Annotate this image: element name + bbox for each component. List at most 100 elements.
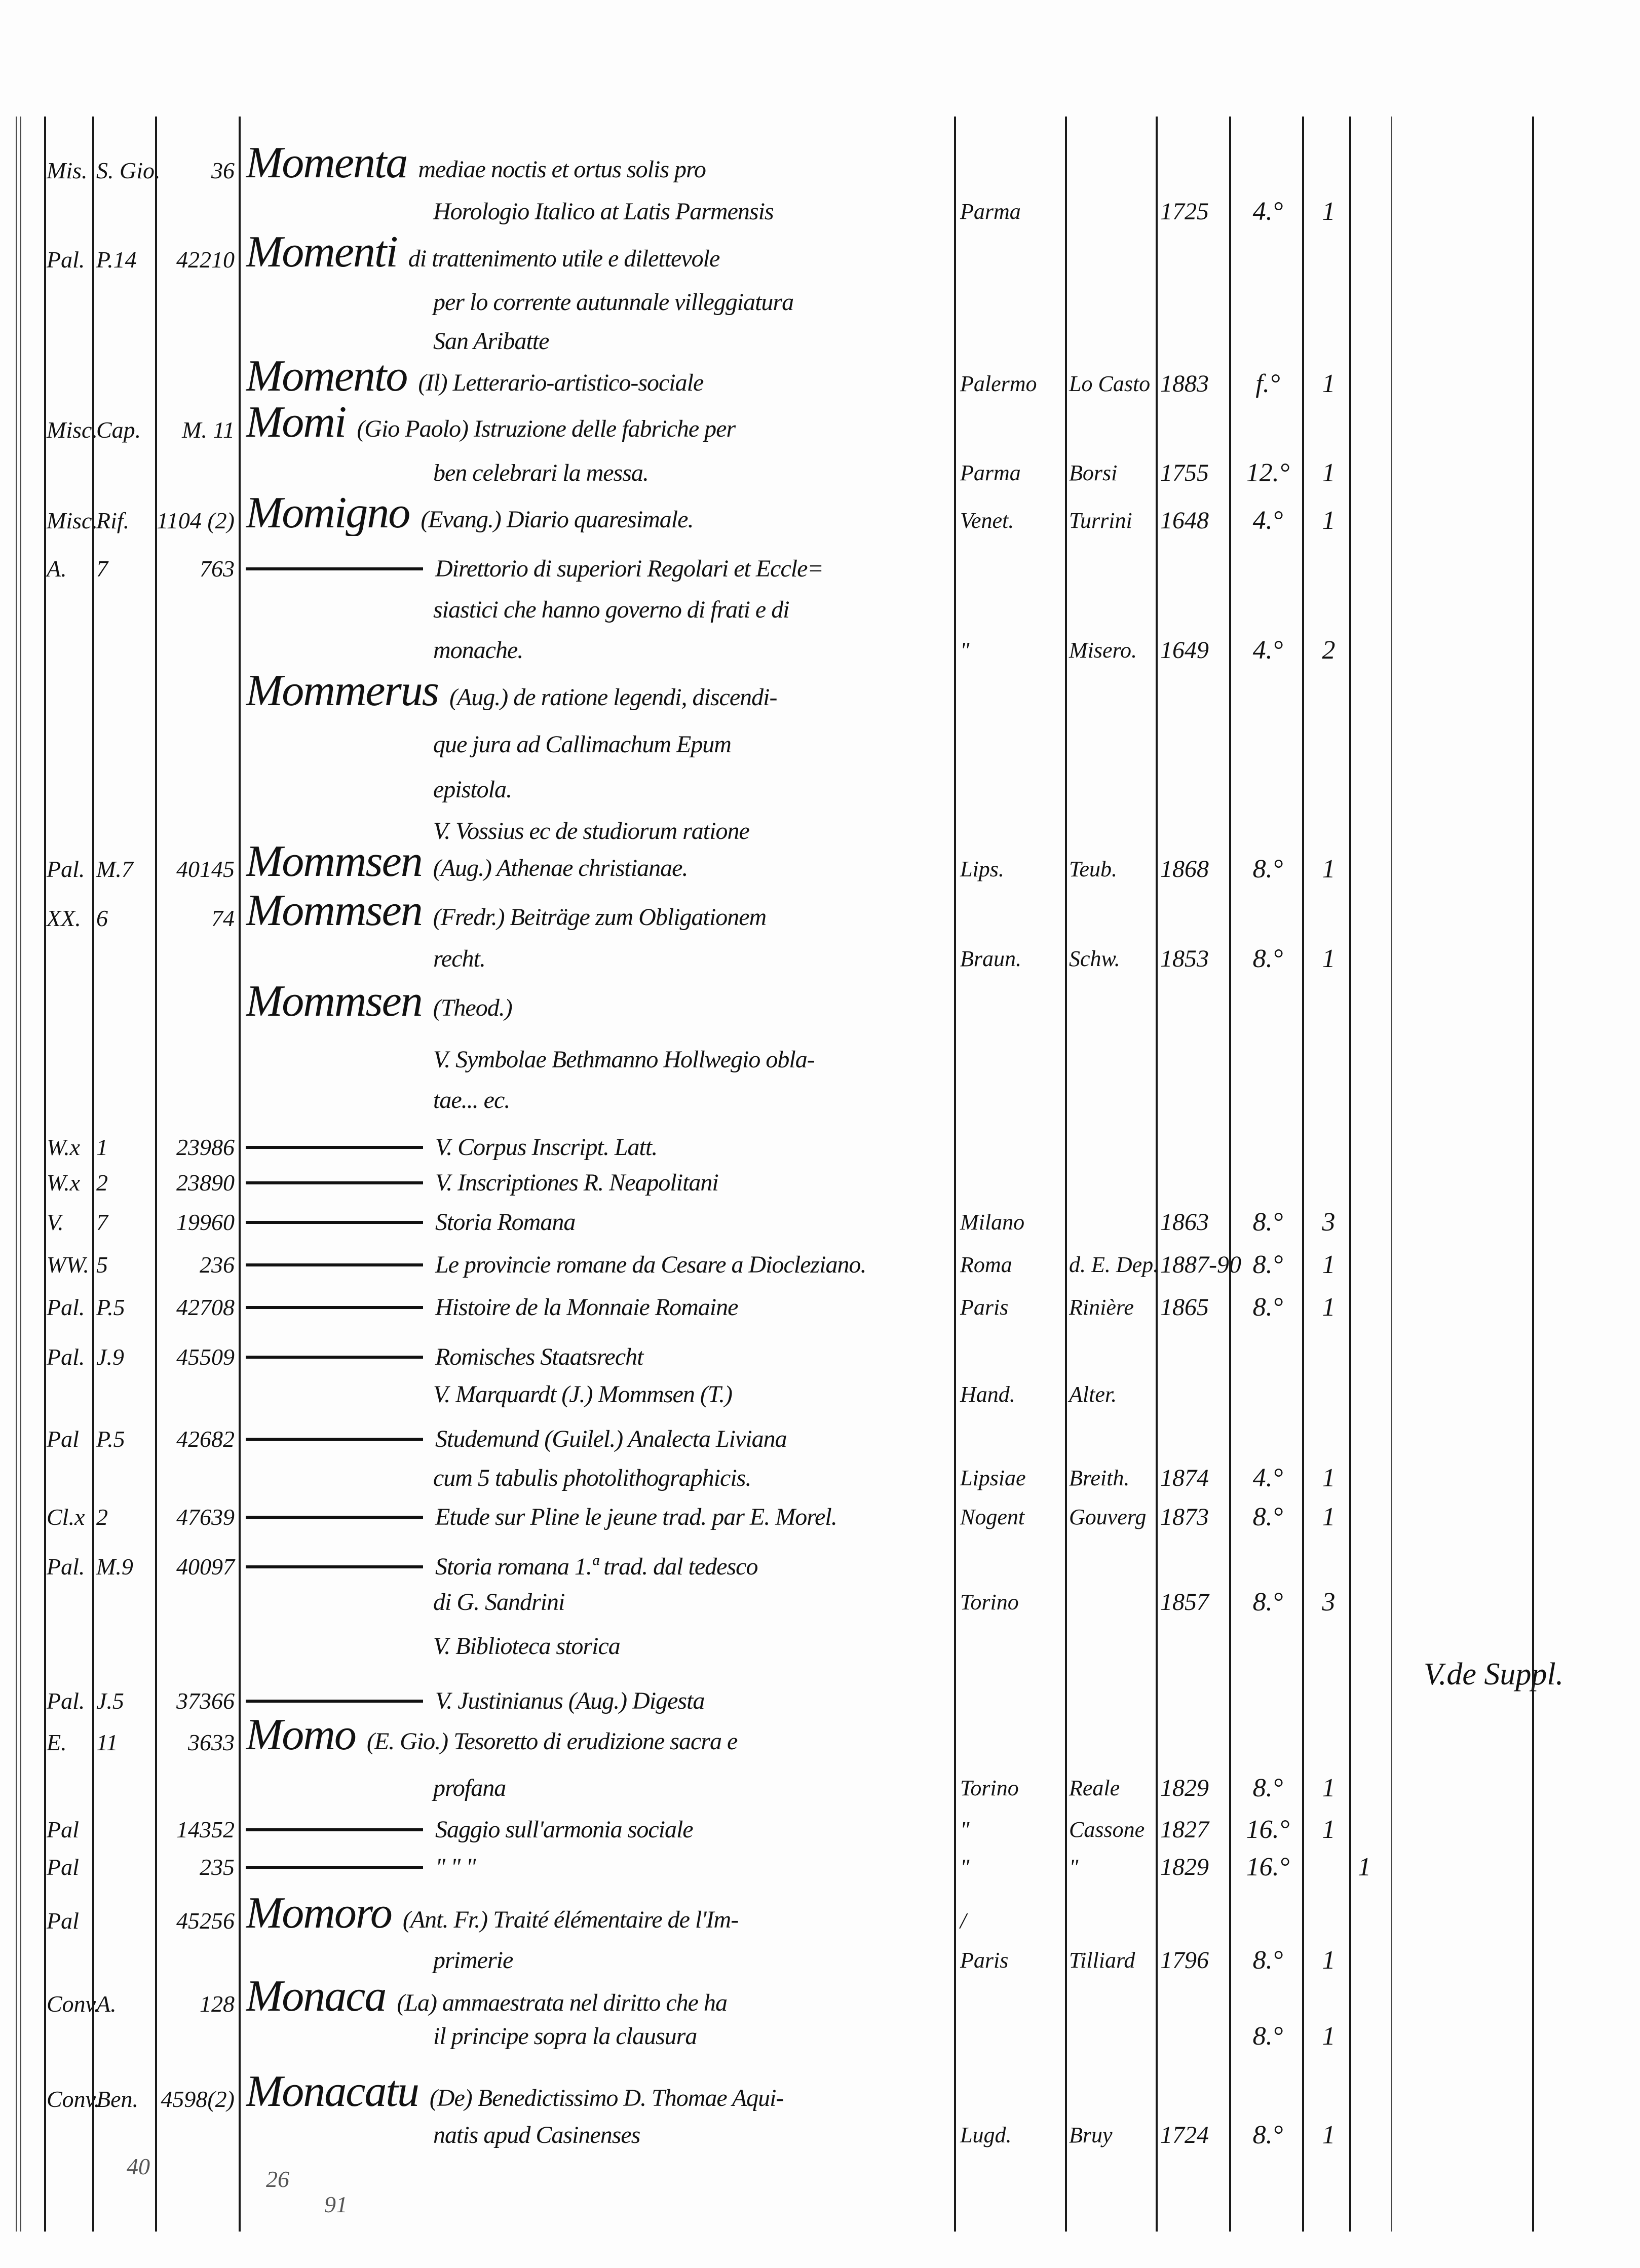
inventory-number: 3633: [188, 1729, 235, 1755]
entry-title: Direttorio di superiori Regolari et Eccl…: [246, 554, 952, 584]
publication-year: 1796: [1160, 1947, 1209, 1974]
shelf-mark: Pal.: [47, 856, 85, 882]
title-text: Saggio sull'armonia sociale: [435, 1816, 694, 1843]
shelf-section: P.5: [96, 1294, 125, 1320]
column-rule: [1065, 117, 1067, 2232]
catalog-line: V. 7 19960 Storia Romana Milano 1863 8.° 3: [0, 1197, 1640, 1238]
book-format: 8.°: [1252, 944, 1283, 973]
place-of-publication: Nogent: [960, 1505, 1025, 1529]
shelf-section: S. Gio.: [96, 158, 161, 183]
shelf-section: 11: [96, 1729, 118, 1755]
column-rule: [1349, 117, 1351, 2232]
title-text: Direttorio di superiori Regolari et Eccl…: [435, 555, 824, 582]
place-of-publication: Lipsiae: [960, 1466, 1026, 1490]
ditto-dash: [246, 1356, 423, 1359]
shelf-mark: V.: [47, 1209, 64, 1235]
catalog-line: que jura ad Callimachum Epum: [0, 719, 1640, 760]
book-format: 8.°: [1252, 1503, 1283, 1531]
place-of-publication: Roma: [960, 1252, 1012, 1277]
place-of-publication: ": [960, 1817, 970, 1842]
publication-year: 1649: [1160, 637, 1209, 664]
catalog-line: Misc. Cap. M. 11 Momi (Gio Paolo) Istruzione…: [0, 400, 1640, 445]
place-of-publication: Paris: [960, 1948, 1009, 1973]
ditto-dash: [246, 1516, 423, 1519]
author-heading: Mommsen: [246, 839, 423, 885]
book-format: 12.°: [1246, 458, 1290, 487]
entry-title: Studemund (Guilel.) Analecta Liviana: [246, 1424, 952, 1454]
shelf-mark: Pal.: [47, 1688, 85, 1714]
entry-title: Mommsen (Aug.) Athenae christianae.: [246, 839, 952, 885]
entry-title: V. Symbolae Bethmanno Hollwegio obla-: [246, 1045, 1140, 1075]
place-of-publication: Paris: [960, 1295, 1009, 1320]
catalog-line: Pal. P.5 42708 Histoire de la Monnaie Romai…: [0, 1282, 1640, 1323]
shelf-section: M.7: [96, 856, 133, 882]
title-text: profana: [433, 1775, 506, 1801]
ditto-dash: [246, 1306, 423, 1309]
footer-count-middle: 26: [266, 2166, 289, 2192]
ditto-dash: [246, 1146, 423, 1149]
author-heading: Momenta: [246, 140, 408, 186]
entry-title: Mommerus (Aug.) de ratione legendi, disce…: [246, 668, 952, 714]
title-text: Horologio Italico at Latis Parmensis: [433, 198, 774, 225]
catalog-line: E. 11 3633 Momo (E. Gio.) Tesoretto di erudi…: [0, 1712, 1640, 1758]
place-of-publication: ": [960, 638, 970, 663]
column-rule: [1302, 117, 1304, 2232]
footer-count-left: 40: [127, 2154, 150, 2179]
catalog-line: Pal 235 " " " " " 1829 16.° 1: [0, 1842, 1640, 1882]
entry-title: Monaca (La) ammaestrata nel diritto che h…: [246, 1974, 952, 2019]
volume-count: 1: [1322, 1946, 1336, 1975]
catalog-line: Pal. P.14 42210 Momenti di trattenimento uti…: [0, 229, 1640, 275]
author-heading: Momoro: [246, 1891, 393, 1936]
shelf-section: 5: [96, 1252, 108, 1278]
place-of-publication: Milano: [960, 1210, 1025, 1235]
author-heading: Momi: [246, 400, 347, 445]
entry-title: per lo corrente autunnale villeggiatura: [246, 287, 1140, 318]
catalog-line: W.x 1 23986 V. Corpus Inscript. Latt.: [0, 1122, 1640, 1163]
publication-year: 1868: [1160, 856, 1209, 882]
title-text: que jura ad Callimachum Epum: [433, 731, 732, 758]
volume-count: 1: [1322, 1774, 1336, 1802]
catalog-line: Conv. A. 128 Monaca (La) ammaestrata nel dir…: [0, 1974, 1640, 2019]
publication-year: 1827: [1160, 1816, 1209, 1843]
author-heading: Momento: [246, 354, 408, 399]
entry-title: ben celebrari la messa.: [246, 458, 1140, 488]
shelf-section: P.5: [96, 1426, 125, 1452]
inventory-number: 45256: [176, 1908, 235, 1934]
shelf-mark: Pal.: [47, 1554, 85, 1580]
book-format: 8.°: [1252, 1588, 1283, 1617]
title-text: Storia romana 1.ª trad. dal tedesco: [435, 1553, 758, 1580]
title-text: (Aug.) Athenae christianae.: [433, 855, 689, 881]
entry-title: Momento (Il) Letterario-artistico-sociale: [246, 354, 952, 399]
entry-title: recht.: [246, 944, 1140, 974]
catalog-line: recht. Braun. Schw. 1853 8.° 1: [0, 934, 1640, 974]
publication-year: 1857: [1160, 1589, 1209, 1616]
title-text: (De) Benedictissimo D. Thomae Aqui-: [429, 2085, 784, 2111]
catalog-line: Conv. Ben. 4598(2) Monacatu (De) Benedictiss…: [0, 2069, 1640, 2115]
volume-count: 1: [1322, 1503, 1336, 1531]
inventory-number: 74: [211, 905, 235, 931]
title-text: V. Justinianus (Aug.) Digesta: [435, 1687, 705, 1714]
place-of-publication: Lips.: [960, 857, 1004, 881]
volume-count: 1: [1322, 197, 1336, 226]
shelf-section: P.14: [96, 247, 137, 273]
book-format: 4.°: [1252, 636, 1283, 665]
book-format: 8.°: [1252, 2121, 1283, 2149]
catalog-line: Pal. M.7 40145 Mommsen (Aug.) Athenae christ…: [0, 839, 1640, 885]
catalog-line: cum 5 tabulis photolithographicis. Lipsia…: [0, 1453, 1640, 1493]
column-rule: [1229, 117, 1231, 2232]
title-text: Romisches Staatsrecht: [435, 1343, 643, 1370]
book-format: 8.°: [1252, 2022, 1283, 2051]
shelf-mark: Pal.: [47, 1344, 85, 1370]
inventory-number: 42210: [176, 247, 235, 273]
printer: Teub.: [1069, 857, 1117, 881]
entry-title: Saggio sull'armonia sociale: [246, 1815, 952, 1845]
entry-title: Momi (Gio Paolo) Istruzione delle fabrich…: [246, 400, 952, 445]
volume-count: 1: [1322, 2121, 1336, 2149]
entry-title: V. Corpus Inscript. Latt.: [246, 1132, 952, 1163]
entry-title: Momenta mediae noctis et ortus solis pro: [246, 140, 952, 186]
printer: ": [1069, 1855, 1079, 1879]
column-rule: [1532, 117, 1534, 2232]
publication-year: 1755: [1160, 459, 1209, 486]
entry-title: Mommsen (Fredr.) Beiträge zum Obligatione…: [246, 888, 952, 934]
inventory-number: 235: [200, 1854, 235, 1880]
